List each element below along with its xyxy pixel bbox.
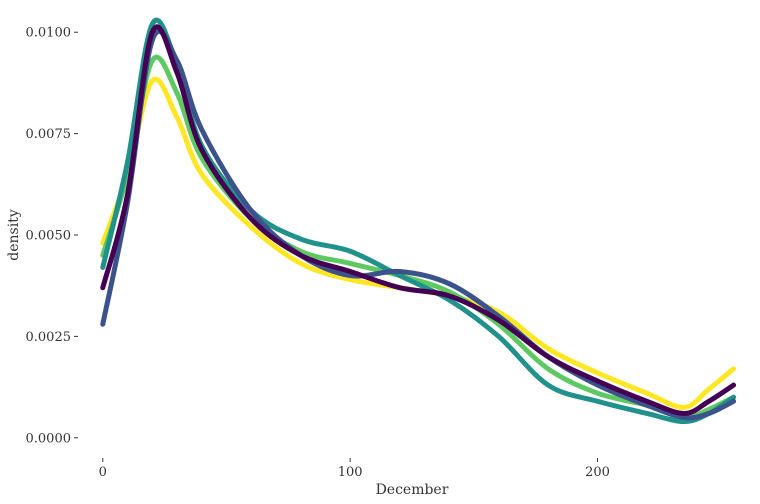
- density-line-4: [100, 29, 737, 421]
- density-line-5: [100, 24, 737, 416]
- y-axis: 0.0000 0.0025 0.0050 0.0075 0.0100: [26, 26, 78, 446]
- density-line-3: [100, 17, 737, 425]
- x-tick-label: 0: [99, 465, 107, 480]
- x-tick-label: 200: [585, 465, 610, 480]
- y-tick-label: 0.0100: [26, 26, 72, 41]
- y-tick-label: 0.0025: [26, 330, 72, 345]
- y-tick-label: 0.0050: [26, 229, 72, 244]
- x-axis-title: December: [376, 482, 449, 498]
- y-tick-label: 0.0075: [26, 127, 72, 142]
- x-tick-label: 100: [338, 465, 363, 480]
- density-line-2: [100, 54, 737, 421]
- y-tick-label: 0.0000: [26, 431, 72, 446]
- y-axis-title: density: [6, 209, 22, 261]
- series-group: [100, 17, 737, 425]
- x-axis: 0 100 200: [99, 458, 610, 480]
